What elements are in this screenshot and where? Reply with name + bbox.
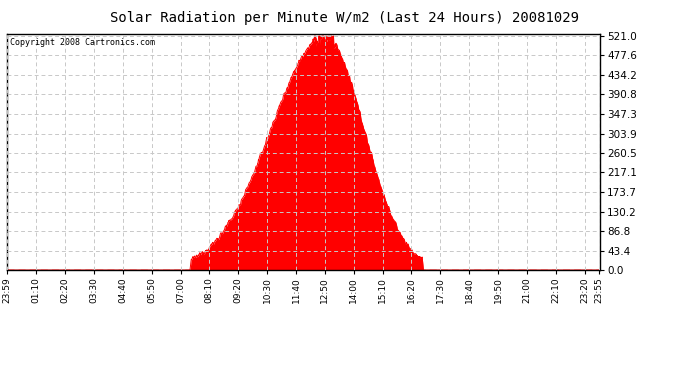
Text: Copyright 2008 Cartronics.com: Copyright 2008 Cartronics.com bbox=[10, 39, 155, 48]
Text: Solar Radiation per Minute W/m2 (Last 24 Hours) 20081029: Solar Radiation per Minute W/m2 (Last 24… bbox=[110, 11, 580, 25]
